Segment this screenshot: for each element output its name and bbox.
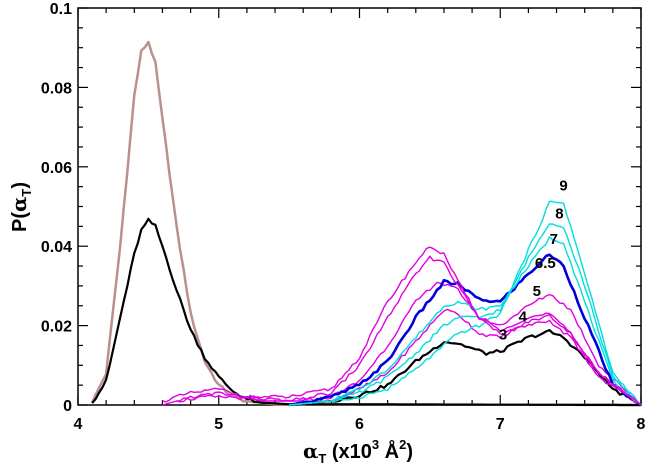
y-tick-label: 0.04 [41,239,72,256]
curve-label: 4 [519,309,528,326]
axis-ticks [77,7,642,406]
y-tick-label: 0.02 [41,319,72,336]
x-tick-label: 5 [214,416,223,433]
y-axis-title-prefix: P( [9,212,31,232]
x-tick-label: 7 [496,416,505,433]
x-axis-title-exp2: 2 [399,437,406,452]
curve-label: 5 [533,283,541,300]
y-tick-label: 0 [63,398,72,415]
x-axis-title-sub: T [318,451,326,466]
x-axis-title-unit-prefix: (x10 [326,441,372,463]
y-axis-title-sub: T [19,189,34,197]
curve-label: 6.5 [535,255,556,272]
x-axis-title-unit-mid: Å [379,439,399,463]
y-axis-title-greek: α [7,197,31,212]
x-axis-title-exp1: 3 [372,437,379,452]
x-axis-title-base: α [303,439,318,463]
series-line-ph-8 [289,223,642,406]
y-tick-label: 0.1 [50,1,72,18]
curve-label: 9 [559,178,567,195]
series-line-ph-5 [176,281,642,406]
series-line-reference-tan [90,40,641,407]
series-line-low-ph-b [162,246,642,406]
curve-label: 3 [499,326,507,343]
series-line-reference-black [91,217,641,407]
series-line-ph-3 [289,329,642,407]
series-line-ph-6-5 [288,253,642,407]
x-tick-label: 8 [637,416,646,433]
series-line-ph-9 [289,200,642,406]
x-axis-title-unit-suffix: ) [406,441,413,463]
tick-labels: 4 5 6 7 800.020.040.060.080.1 [41,1,646,433]
x-axis-title: αT (x103 Å2) [303,437,413,466]
y-axis-title: P(αT) [7,182,34,232]
series-layer [90,40,642,407]
x-tick-label: 4 [74,416,83,433]
curve-label: 8 [555,205,563,222]
y-tick-label: 0.06 [41,160,72,177]
curve-label: 7 [550,231,558,248]
curve-labels: 9 8 7 6.5 543 [499,178,568,344]
x-tick-label: 6 [355,416,364,433]
y-tick-label: 0.08 [41,80,72,97]
series-line-ph-7 [289,236,642,406]
y-axis-title-suffix: ) [9,182,31,189]
